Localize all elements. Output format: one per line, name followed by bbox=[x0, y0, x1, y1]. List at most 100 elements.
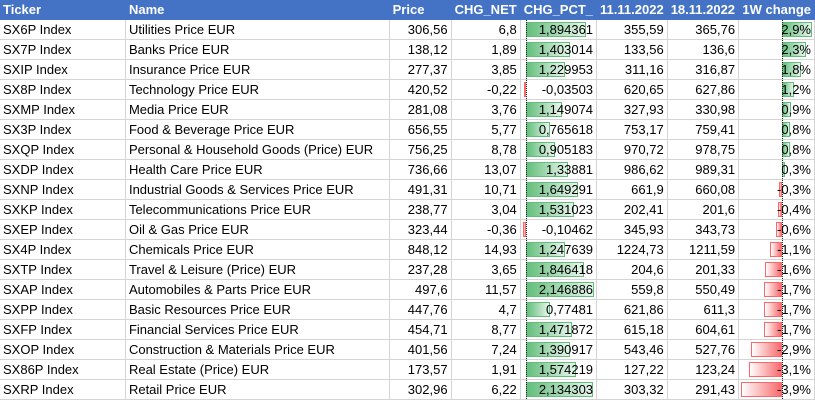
name-cell[interactable]: Travel & Leisure (Price) EUR bbox=[125, 259, 390, 280]
ticker-cell[interactable]: SX6P Index bbox=[0, 19, 126, 40]
date-2-cell[interactable]: 660,08 bbox=[667, 179, 740, 200]
ticker-cell[interactable]: SXKP Index bbox=[0, 199, 126, 220]
date-2-cell[interactable]: 989,31 bbox=[667, 159, 740, 180]
price-cell[interactable]: 447,76 bbox=[389, 299, 452, 320]
name-cell[interactable]: Media Price EUR bbox=[125, 99, 390, 120]
chg-net-cell[interactable]: 4,7 bbox=[451, 299, 521, 320]
header-chg-pct[interactable]: CHG_PCT_ bbox=[520, 0, 598, 20]
change-1w-cell[interactable]: 2,9% bbox=[738, 19, 815, 40]
header-1w-change[interactable]: 1W change bbox=[738, 0, 815, 20]
date-1-cell[interactable]: 204,6 bbox=[596, 259, 668, 280]
chg-net-cell[interactable]: 6,8 bbox=[451, 19, 521, 40]
change-1w-cell[interactable]: -0,6% bbox=[738, 219, 815, 240]
chg-pct-cell[interactable]: 1,390917 bbox=[520, 339, 598, 360]
name-cell[interactable]: Insurance Price EUR bbox=[125, 59, 390, 80]
date-2-cell[interactable]: 330,98 bbox=[667, 99, 740, 120]
change-1w-cell[interactable]: -3,9% bbox=[738, 379, 815, 400]
ticker-cell[interactable]: SXDP Index bbox=[0, 159, 126, 180]
name-cell[interactable]: Real Estate (Price) EUR bbox=[125, 359, 390, 380]
chg-net-cell[interactable]: 8,78 bbox=[451, 139, 521, 160]
date-2-cell[interactable]: 527,76 bbox=[667, 339, 740, 360]
date-2-cell[interactable]: 604,61 bbox=[667, 319, 740, 340]
chg-net-cell[interactable]: 8,77 bbox=[451, 319, 521, 340]
price-cell[interactable]: 401,56 bbox=[389, 339, 452, 360]
date-2-cell[interactable]: 550,49 bbox=[667, 279, 740, 300]
chg-pct-cell[interactable]: 1,247639 bbox=[520, 239, 598, 260]
date-1-cell[interactable]: 311,16 bbox=[596, 59, 668, 80]
date-1-cell[interactable]: 355,59 bbox=[596, 19, 668, 40]
chg-net-cell[interactable]: 13,07 bbox=[451, 159, 521, 180]
change-1w-cell[interactable]: 1,8% bbox=[738, 59, 815, 80]
header-ticker[interactable]: Ticker bbox=[0, 0, 126, 20]
change-1w-cell[interactable]: 2,3% bbox=[738, 39, 815, 60]
date-1-cell[interactable]: 559,8 bbox=[596, 279, 668, 300]
chg-pct-cell[interactable]: 1,574219 bbox=[520, 359, 598, 380]
name-cell[interactable]: Chemicals Price EUR bbox=[125, 239, 390, 260]
ticker-cell[interactable]: SXTP Index bbox=[0, 259, 126, 280]
date-1-cell[interactable]: 133,56 bbox=[596, 39, 668, 60]
date-1-cell[interactable]: 127,22 bbox=[596, 359, 668, 380]
price-cell[interactable]: 491,31 bbox=[389, 179, 452, 200]
header-price[interactable]: Price bbox=[389, 0, 452, 20]
name-cell[interactable]: Food & Beverage Price EUR bbox=[125, 119, 390, 140]
change-1w-cell[interactable]: -0,4% bbox=[738, 199, 815, 220]
chg-net-cell[interactable]: 10,71 bbox=[451, 179, 521, 200]
chg-pct-cell[interactable]: 0,765618 bbox=[520, 119, 598, 140]
name-cell[interactable]: Banks Price EUR bbox=[125, 39, 390, 60]
ticker-cell[interactable]: SX3P Index bbox=[0, 119, 126, 140]
change-1w-cell[interactable]: -1,1% bbox=[738, 239, 815, 260]
name-cell[interactable]: Basic Resources Price EUR bbox=[125, 299, 390, 320]
chg-net-cell[interactable]: 3,85 bbox=[451, 59, 521, 80]
chg-pct-cell[interactable]: 2,146886 bbox=[520, 279, 598, 300]
name-cell[interactable]: Personal & Household Goods (Price) EUR bbox=[125, 139, 390, 160]
date-1-cell[interactable]: 345,93 bbox=[596, 219, 668, 240]
date-2-cell[interactable]: 316,87 bbox=[667, 59, 740, 80]
change-1w-cell[interactable]: 0,8% bbox=[738, 139, 815, 160]
name-cell[interactable]: Financial Services Price EUR bbox=[125, 319, 390, 340]
chg-net-cell[interactable]: -0,36 bbox=[451, 219, 521, 240]
price-cell[interactable]: 454,71 bbox=[389, 319, 452, 340]
date-2-cell[interactable]: 201,33 bbox=[667, 259, 740, 280]
chg-net-cell[interactable]: 1,91 bbox=[451, 359, 521, 380]
price-cell[interactable]: 756,25 bbox=[389, 139, 452, 160]
date-1-cell[interactable]: 621,86 bbox=[596, 299, 668, 320]
name-cell[interactable]: Telecommunications Price EUR bbox=[125, 199, 390, 220]
date-2-cell[interactable]: 1211,59 bbox=[667, 239, 740, 260]
chg-pct-cell[interactable]: 1,531023 bbox=[520, 199, 598, 220]
chg-pct-cell[interactable]: 1,403014 bbox=[520, 39, 598, 60]
ticker-cell[interactable]: SXIP Index bbox=[0, 59, 126, 80]
price-cell[interactable]: 281,08 bbox=[389, 99, 452, 120]
ticker-cell[interactable]: SXOP Index bbox=[0, 339, 126, 360]
price-cell[interactable]: 420,52 bbox=[389, 79, 452, 100]
chg-pct-cell[interactable]: 0,905183 bbox=[520, 139, 598, 160]
header-name[interactable]: Name bbox=[125, 0, 390, 20]
date-1-cell[interactable]: 615,18 bbox=[596, 319, 668, 340]
chg-pct-cell[interactable]: -0,03503 bbox=[520, 79, 598, 100]
change-1w-cell[interactable]: 0,8% bbox=[738, 119, 815, 140]
chg-net-cell[interactable]: 5,77 bbox=[451, 119, 521, 140]
header-date-1[interactable]: 11.11.2022 bbox=[596, 0, 668, 20]
ticker-cell[interactable]: SXNP Index bbox=[0, 179, 126, 200]
price-cell[interactable]: 306,56 bbox=[389, 19, 452, 40]
price-cell[interactable]: 736,66 bbox=[389, 159, 452, 180]
name-cell[interactable]: Oil & Gas Price EUR bbox=[125, 219, 390, 240]
date-2-cell[interactable]: 365,76 bbox=[667, 19, 740, 40]
date-1-cell[interactable]: 986,62 bbox=[596, 159, 668, 180]
date-2-cell[interactable]: 978,75 bbox=[667, 139, 740, 160]
name-cell[interactable]: Technology Price EUR bbox=[125, 79, 390, 100]
price-cell[interactable]: 277,37 bbox=[389, 59, 452, 80]
date-2-cell[interactable]: 627,86 bbox=[667, 79, 740, 100]
change-1w-cell[interactable]: -3,1% bbox=[738, 359, 815, 380]
header-chg-net[interactable]: CHG_NET bbox=[451, 0, 521, 20]
name-cell[interactable]: Utilities Price EUR bbox=[125, 19, 390, 40]
chg-pct-cell[interactable]: 0,77481 bbox=[520, 299, 598, 320]
price-cell[interactable]: 138,12 bbox=[389, 39, 452, 60]
date-2-cell[interactable]: 136,6 bbox=[667, 39, 740, 60]
ticker-cell[interactable]: SXPP Index bbox=[0, 299, 126, 320]
chg-pct-cell[interactable]: 1,649291 bbox=[520, 179, 598, 200]
date-2-cell[interactable]: 611,3 bbox=[667, 299, 740, 320]
ticker-cell[interactable]: SX4P Index bbox=[0, 239, 126, 260]
date-2-cell[interactable]: 343,73 bbox=[667, 219, 740, 240]
ticker-cell[interactable]: SX7P Index bbox=[0, 39, 126, 60]
name-cell[interactable]: Automobiles & Parts Price EUR bbox=[125, 279, 390, 300]
